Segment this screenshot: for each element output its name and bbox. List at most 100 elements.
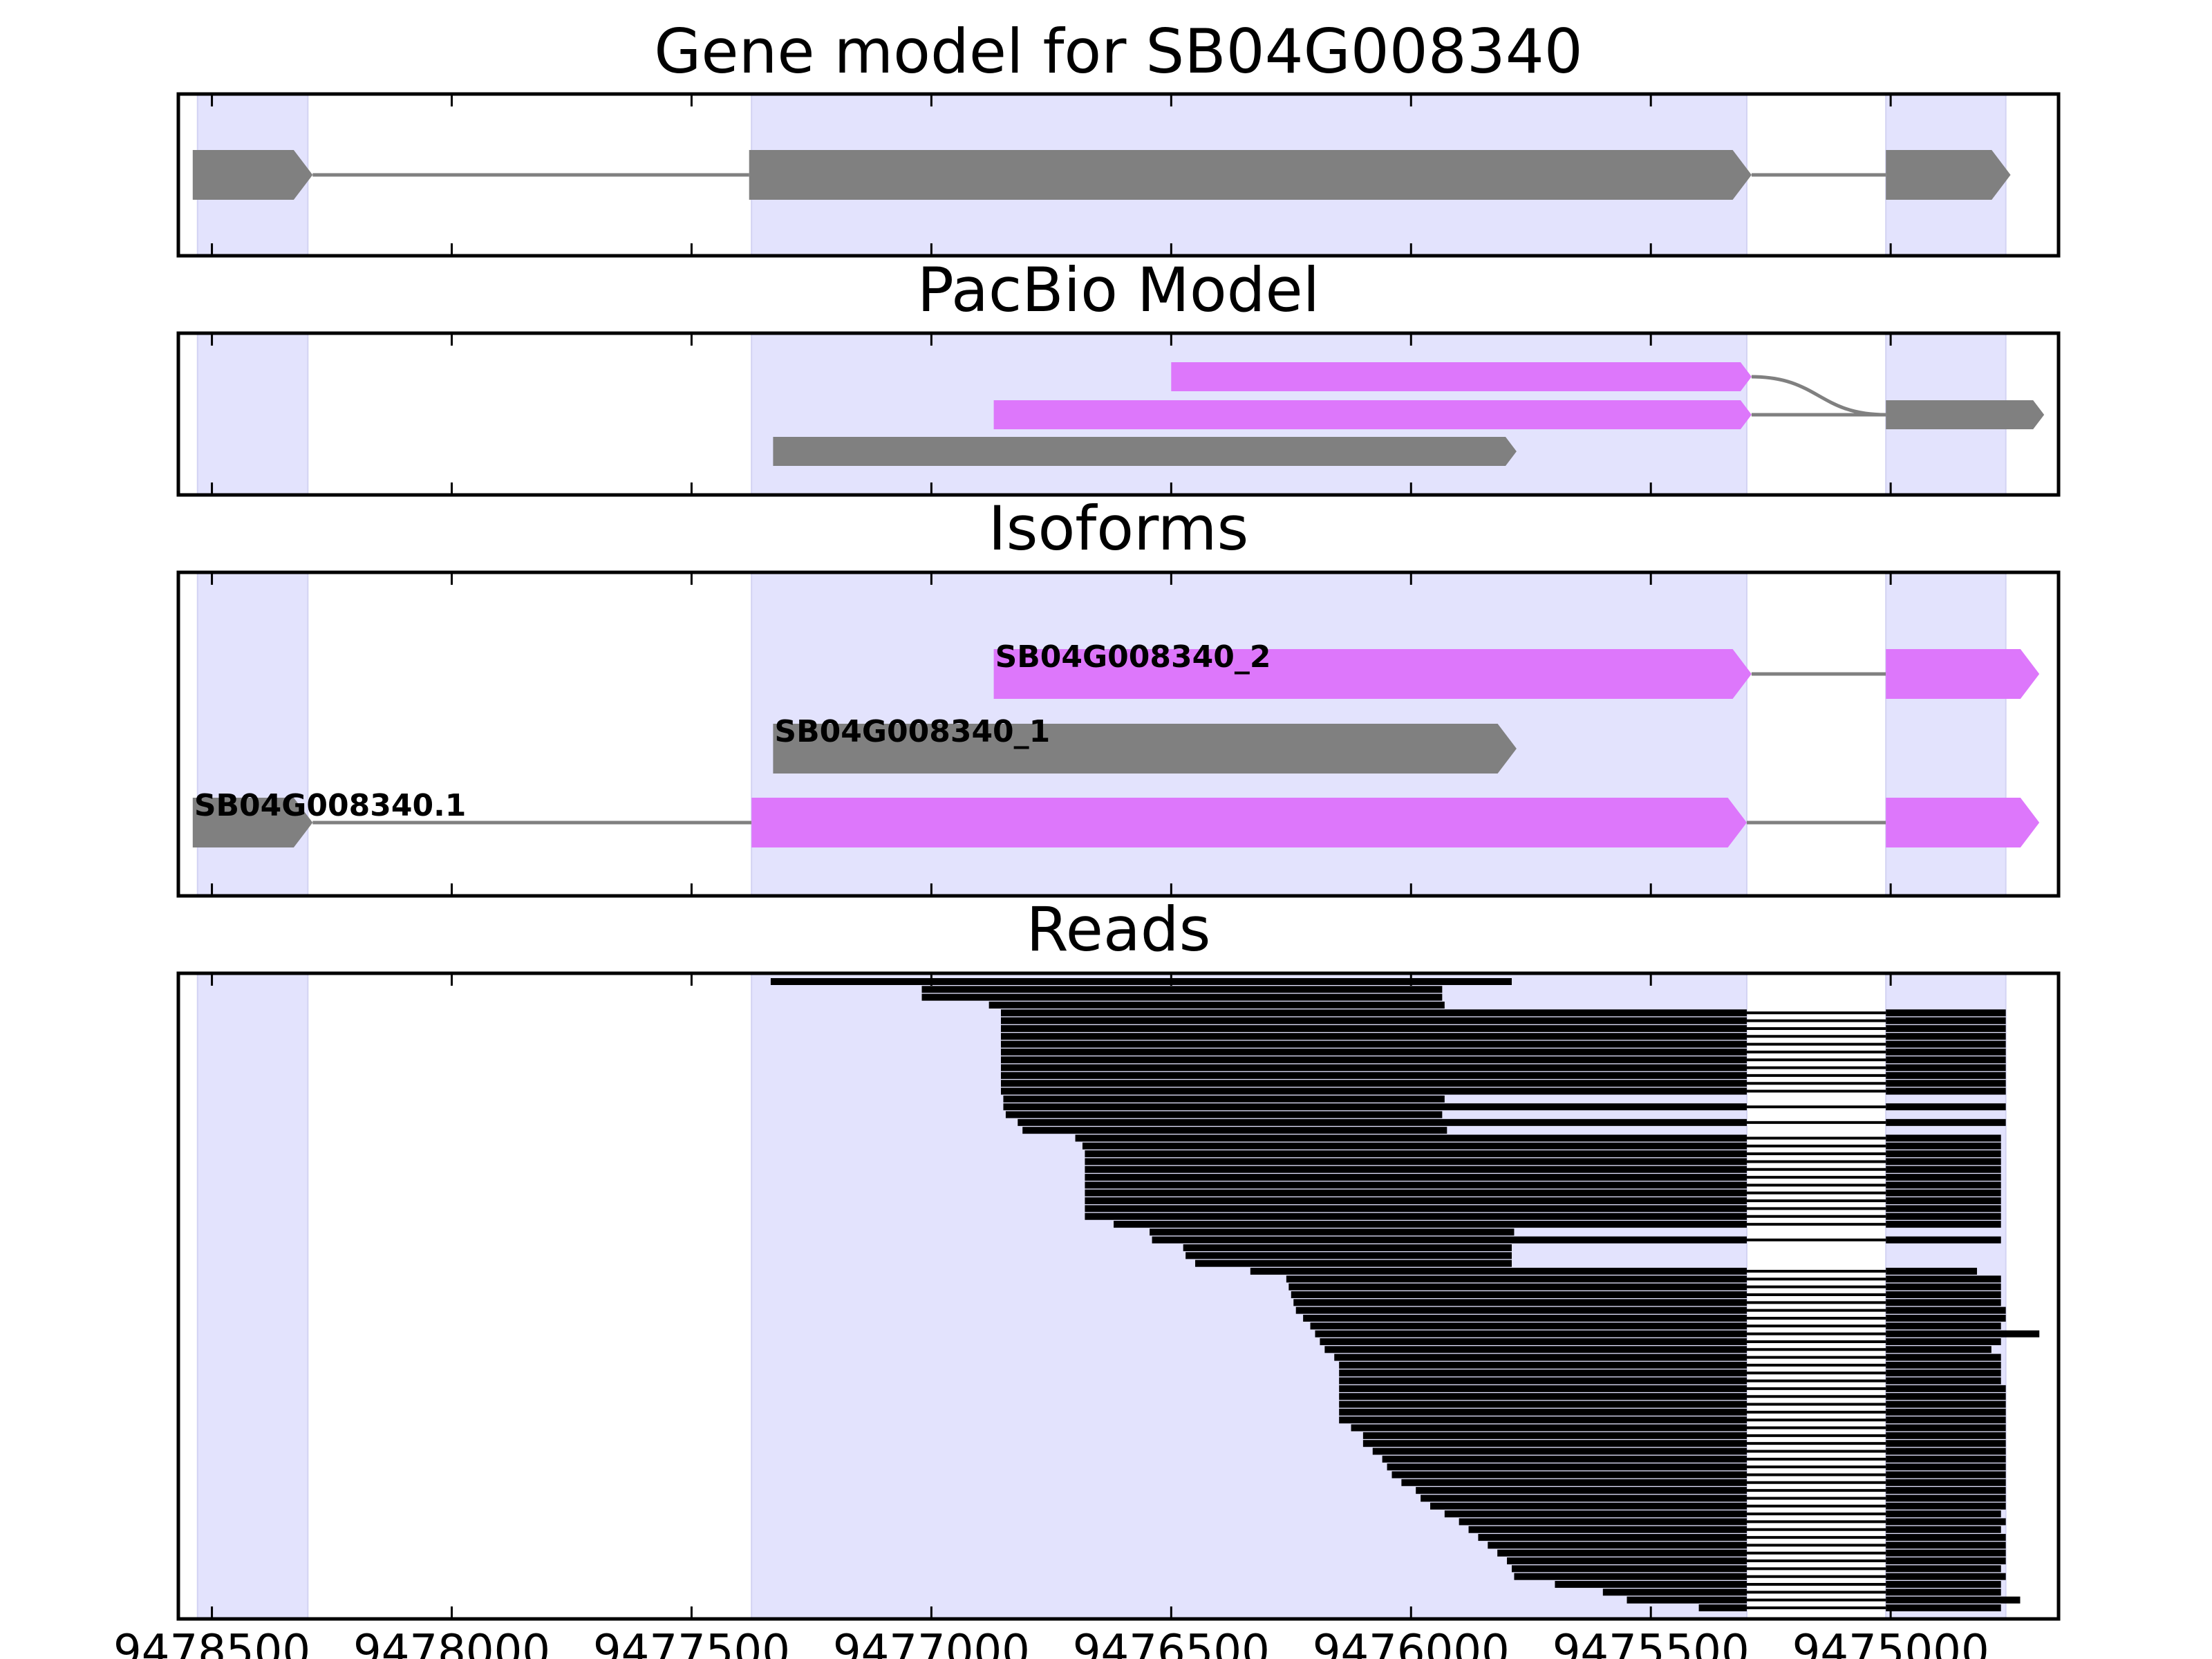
read bbox=[1320, 1338, 2001, 1345]
read-block bbox=[1886, 1103, 2006, 1111]
read-block bbox=[1085, 1181, 1747, 1189]
read bbox=[1085, 1205, 2001, 1212]
exon-block bbox=[1886, 649, 2040, 699]
read bbox=[1497, 1549, 2006, 1557]
read-block bbox=[1339, 1377, 1747, 1385]
read-block bbox=[1085, 1158, 1747, 1165]
read bbox=[1339, 1385, 2006, 1392]
read-block bbox=[1497, 1549, 1747, 1557]
read-block bbox=[1886, 1338, 2001, 1345]
feature bbox=[773, 437, 1517, 466]
read-block bbox=[1555, 1581, 1747, 1588]
read bbox=[1001, 1017, 2006, 1024]
read bbox=[1195, 1259, 1512, 1267]
read-block bbox=[1886, 1361, 2001, 1369]
read-block bbox=[1514, 1573, 1747, 1580]
read bbox=[1082, 1142, 2001, 1150]
panel-title: Isoforms bbox=[988, 493, 1249, 564]
feature bbox=[1886, 400, 2045, 429]
read-block bbox=[1339, 1400, 1747, 1408]
read-block bbox=[1886, 1087, 2006, 1095]
read bbox=[1022, 1127, 1447, 1134]
read-block bbox=[1401, 1479, 1747, 1486]
read-block bbox=[1324, 1346, 1747, 1353]
read-block bbox=[1339, 1361, 1747, 1369]
read-block bbox=[1886, 1596, 2021, 1604]
read-block bbox=[1886, 1134, 2001, 1142]
isoform-label: SB04G008340_1 bbox=[774, 714, 1050, 749]
read bbox=[1085, 1174, 2001, 1181]
read bbox=[1698, 1604, 2001, 1611]
read-block bbox=[1886, 1346, 1991, 1353]
read-block bbox=[1886, 1518, 2006, 1526]
read bbox=[1334, 1353, 2001, 1361]
read-block bbox=[1886, 1306, 2006, 1314]
read bbox=[1507, 1557, 2006, 1565]
panel-title: Reads bbox=[1027, 894, 1211, 965]
read-block bbox=[1627, 1596, 1747, 1604]
read bbox=[1018, 1118, 2006, 1126]
read-block bbox=[1362, 1432, 1747, 1439]
read-block bbox=[1886, 1353, 2001, 1361]
read bbox=[1511, 1565, 2001, 1573]
read bbox=[1152, 1236, 2001, 1244]
read bbox=[1005, 1111, 1443, 1118]
read-block bbox=[1886, 1212, 2001, 1220]
read bbox=[1339, 1361, 2001, 1369]
read-block bbox=[1152, 1236, 1747, 1244]
read-block bbox=[1886, 1534, 2006, 1541]
read bbox=[1303, 1314, 2006, 1322]
read-block bbox=[1886, 1071, 2006, 1079]
read-block bbox=[1886, 1150, 2001, 1158]
read bbox=[1150, 1228, 1515, 1236]
read-block bbox=[1886, 1424, 2006, 1432]
read bbox=[1001, 1071, 2006, 1079]
read-block bbox=[1886, 1048, 2006, 1056]
read-block bbox=[1082, 1142, 1747, 1150]
reads-panel: Reads bbox=[176, 894, 2061, 1621]
read-block bbox=[1085, 1165, 1747, 1173]
read-block bbox=[1085, 1150, 1747, 1158]
read-block bbox=[1339, 1416, 1747, 1424]
read bbox=[1085, 1158, 2001, 1165]
read-block bbox=[1250, 1268, 1747, 1275]
read-block bbox=[1001, 1080, 1747, 1087]
read bbox=[1001, 1048, 2006, 1056]
read-block bbox=[1372, 1447, 1747, 1455]
read-block bbox=[1886, 1322, 2001, 1330]
read bbox=[1114, 1221, 2001, 1228]
read bbox=[1295, 1306, 2006, 1314]
read bbox=[1001, 1056, 2006, 1064]
read-block bbox=[1886, 1494, 2006, 1502]
read-block bbox=[1886, 1040, 2006, 1048]
read-block bbox=[1886, 1024, 2006, 1032]
read bbox=[1286, 1275, 2001, 1283]
read-block bbox=[1001, 1071, 1747, 1079]
exon-block bbox=[1886, 150, 2011, 200]
read-block bbox=[1886, 1557, 2006, 1565]
read-block bbox=[1886, 1221, 2001, 1228]
read bbox=[1001, 1080, 2006, 1087]
splice-curve bbox=[1751, 375, 1886, 417]
read bbox=[1085, 1150, 2001, 1158]
read-block bbox=[1001, 1048, 1747, 1056]
gene-model-panel: Gene model for SB04G008340 bbox=[176, 16, 2061, 258]
read-block bbox=[1886, 1471, 2006, 1479]
read-block bbox=[1886, 1455, 2006, 1463]
read-block bbox=[1886, 1573, 2006, 1580]
read-block bbox=[1001, 1009, 1747, 1017]
read-block bbox=[1886, 1314, 2006, 1322]
read bbox=[1075, 1134, 2001, 1142]
read-block bbox=[1886, 1385, 2006, 1392]
read bbox=[1416, 1487, 2006, 1494]
read bbox=[1555, 1581, 2001, 1588]
read-block bbox=[1293, 1299, 1747, 1306]
read bbox=[1085, 1165, 2001, 1173]
read bbox=[1488, 1541, 2006, 1549]
read-block bbox=[1303, 1314, 1747, 1322]
read bbox=[1085, 1197, 2001, 1205]
read bbox=[1382, 1455, 2006, 1463]
exon-block bbox=[773, 724, 1517, 774]
read-block bbox=[1001, 1064, 1747, 1071]
read-block bbox=[1334, 1353, 1747, 1361]
